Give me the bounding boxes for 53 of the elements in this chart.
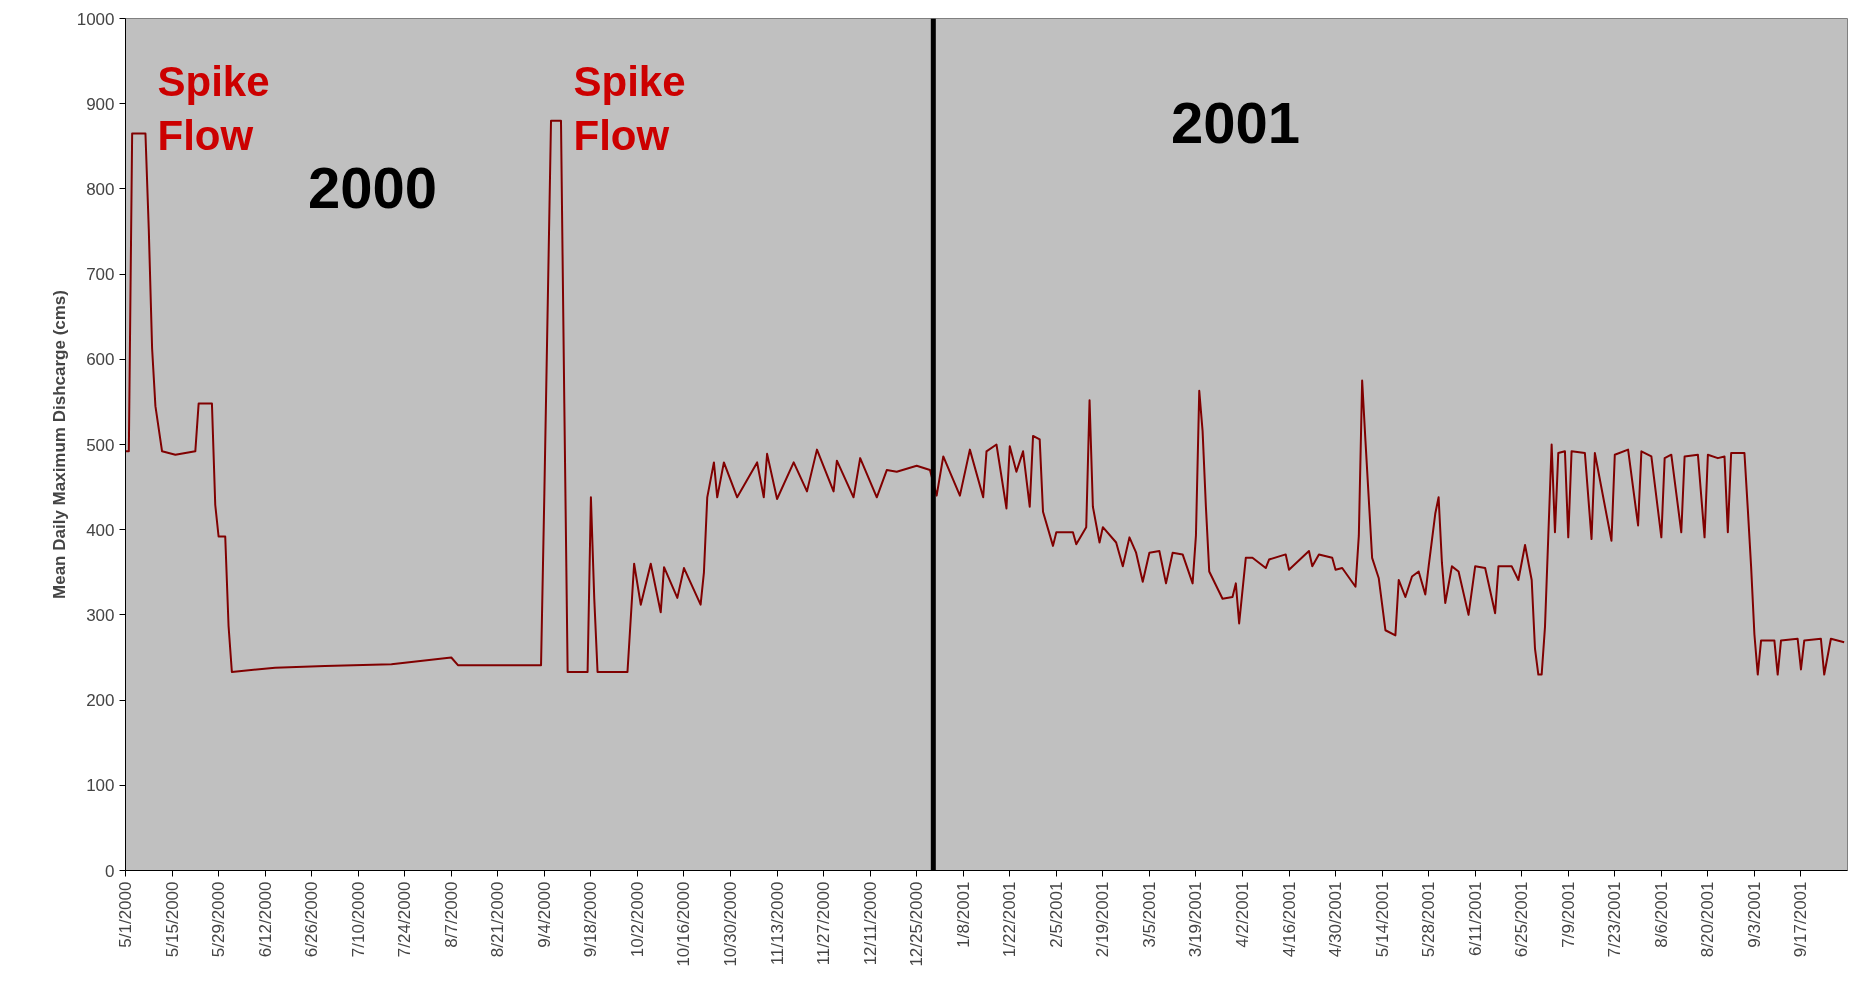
x-tick-label: 5/1/2000	[116, 881, 135, 948]
x-tick-label: 11/27/2000	[814, 881, 834, 966]
x-tick-label: 1/8/2001	[953, 881, 973, 948]
x-tick-label: 7/9/2001	[1558, 881, 1578, 948]
y-axis-title: Mean Daily Maximum Dishcarge (cms)	[49, 290, 69, 599]
x-tick-label: 12/11/2000	[860, 881, 880, 966]
x-tick-label: 6/26/2000	[302, 881, 322, 958]
x-tick-label: 8/6/2001	[1651, 881, 1671, 948]
x-tick-label: 9/18/2000	[581, 881, 601, 958]
x-tick-label: 1/22/2001	[1000, 881, 1020, 958]
x-tick-label: 7/10/2000	[348, 881, 368, 958]
x-tick-label: 6/25/2001	[1512, 881, 1532, 958]
x-tick-label: 10/30/2000	[721, 881, 741, 967]
y-tick-label: 300	[86, 605, 115, 625]
annotation: Spike Flow	[157, 57, 270, 159]
x-tick-label: 7/23/2001	[1605, 881, 1625, 958]
y-tick-label: 0	[105, 861, 115, 881]
y-tick-label: 700	[86, 265, 115, 285]
x-tick-label: 11/13/2000	[767, 881, 787, 966]
annotation: 2000	[307, 154, 438, 220]
y-tick-label: 500	[86, 435, 115, 455]
y-tick-label: 1000	[76, 9, 115, 29]
x-tick-label: 9/3/2001	[1744, 881, 1764, 948]
y-tick-label: 100	[86, 776, 115, 796]
x-tick-label: 10/16/2000	[674, 881, 694, 967]
x-tick-label: 10/2/2000	[627, 881, 647, 958]
x-tick-label: 2/19/2001	[1093, 881, 1113, 958]
x-tick-label: 9/4/2000	[534, 881, 554, 948]
x-tick-label: 4/2/2001	[1232, 881, 1252, 948]
y-tick-label: 900	[86, 94, 115, 114]
y-tick-label: 400	[86, 520, 115, 540]
x-tick-label: 3/5/2001	[1139, 881, 1159, 948]
x-tick-label: 7/24/2000	[395, 881, 415, 958]
x-tick-label: 2/5/2001	[1046, 881, 1066, 948]
x-tick-label: 6/11/2001	[1465, 881, 1485, 956]
y-tick-label: 800	[86, 179, 115, 199]
x-tick-label: 4/30/2001	[1326, 881, 1346, 958]
x-tick-label: 5/15/2000	[162, 881, 182, 958]
y-tick-label: 200	[86, 691, 115, 711]
annotation: 2001	[1170, 89, 1301, 155]
x-tick-label: 5/28/2001	[1419, 881, 1439, 958]
x-tick-label: 12/25/2000	[907, 881, 927, 967]
x-tick-label: 3/19/2001	[1186, 881, 1206, 958]
x-tick-label: 6/12/2000	[255, 881, 275, 958]
x-tick-label: 8/20/2001	[1698, 881, 1718, 958]
y-tick-label: 600	[86, 350, 115, 370]
annotation: Spike Flow	[573, 57, 686, 159]
x-tick-label: 8/7/2000	[441, 881, 461, 948]
x-tick-label: 5/14/2001	[1372, 881, 1392, 958]
x-tick-label: 5/29/2000	[209, 881, 229, 958]
x-tick-label: 8/21/2000	[488, 881, 508, 958]
x-tick-label: 9/17/2001	[1791, 881, 1811, 958]
x-tick-label: 4/16/2001	[1279, 881, 1299, 958]
